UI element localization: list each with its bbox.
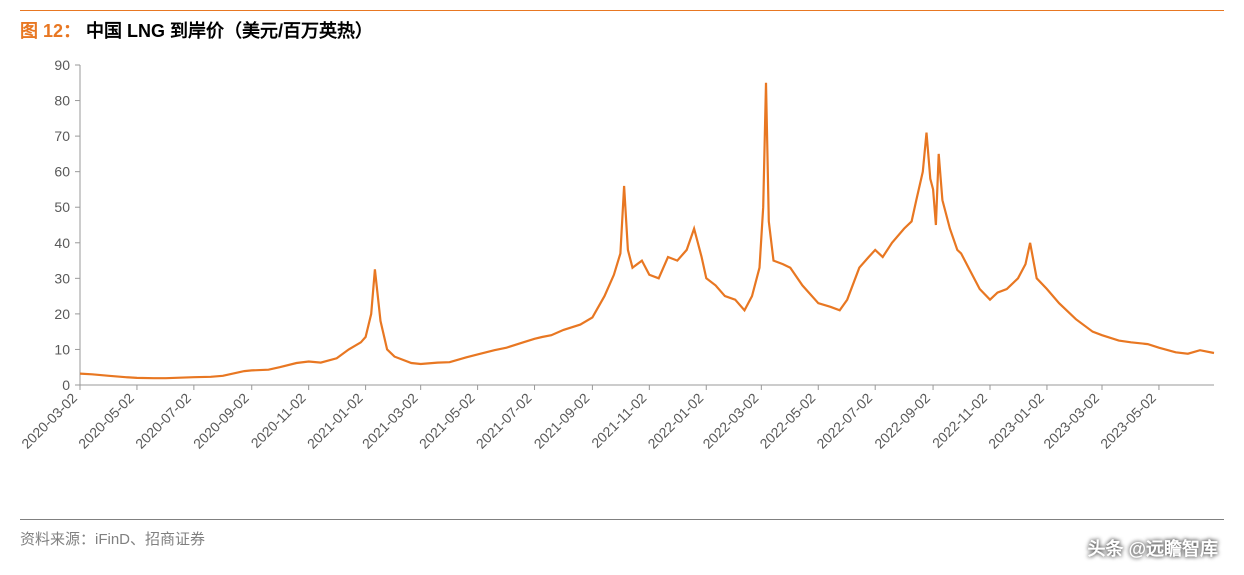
x-tick-label: 2022-03-02 <box>699 390 761 452</box>
price-series-line <box>80 83 1214 378</box>
x-tick-label: 2022-11-02 <box>929 390 990 451</box>
x-tick-label: 2021-09-02 <box>531 390 593 452</box>
watermark: 头条 @远瞻智库 <box>1087 535 1218 561</box>
footer: 资料来源：iFinD、招商证券 <box>20 519 1224 559</box>
y-tick-label: 60 <box>54 164 70 180</box>
x-tick-label: 2020-05-02 <box>75 390 137 452</box>
title-rule: 图 12： 中国 LNG 到岸价（美元/百万英热） <box>20 10 1224 41</box>
figure-container: 图 12： 中国 LNG 到岸价（美元/百万英热） 01020304050607… <box>0 0 1244 575</box>
x-tick-label: 2023-01-02 <box>985 390 1047 452</box>
x-tick-label: 2023-05-02 <box>1097 390 1159 452</box>
figure-number: 图 12： <box>20 21 81 41</box>
y-tick-label: 10 <box>54 341 70 357</box>
figure-title: 图 12： 中国 LNG 到岸价（美元/百万英热） <box>20 17 373 43</box>
x-tick-label: 2022-05-02 <box>756 390 818 452</box>
x-tick-label: 2022-01-02 <box>644 390 706 452</box>
x-tick-label: 2022-07-02 <box>813 390 875 452</box>
y-tick-label: 50 <box>54 199 70 215</box>
y-tick-label: 20 <box>54 306 70 322</box>
x-tick-label: 2020-11-02 <box>248 390 309 451</box>
footer-rule <box>20 519 1224 520</box>
x-tick-label: 2020-09-02 <box>190 390 252 452</box>
x-tick-label: 2021-07-02 <box>473 390 535 452</box>
source-text: 资料来源：iFinD、招商证券 <box>20 528 1224 549</box>
x-tick-label: 2023-03-02 <box>1040 390 1102 452</box>
x-tick-label: 2021-01-02 <box>304 390 366 452</box>
y-tick-label: 90 <box>54 57 70 73</box>
x-tick-label: 2020-07-02 <box>132 390 194 452</box>
x-tick-label: 2021-03-02 <box>359 390 421 452</box>
x-tick-label: 2022-09-02 <box>871 390 933 452</box>
chart-area: 01020304050607080902020-03-022020-05-022… <box>20 55 1224 495</box>
y-tick-label: 40 <box>54 235 70 251</box>
x-tick-label: 2021-05-02 <box>416 390 478 452</box>
line-chart-svg: 01020304050607080902020-03-022020-05-022… <box>20 55 1224 495</box>
y-tick-label: 80 <box>54 93 70 109</box>
x-tick-label: 2021-11-02 <box>588 390 649 451</box>
x-tick-label: 2020-03-02 <box>20 390 80 452</box>
figure-title-text: 中国 LNG 到岸价（美元/百万英热） <box>86 21 373 41</box>
y-tick-label: 30 <box>54 270 70 286</box>
y-tick-label: 70 <box>54 128 70 144</box>
